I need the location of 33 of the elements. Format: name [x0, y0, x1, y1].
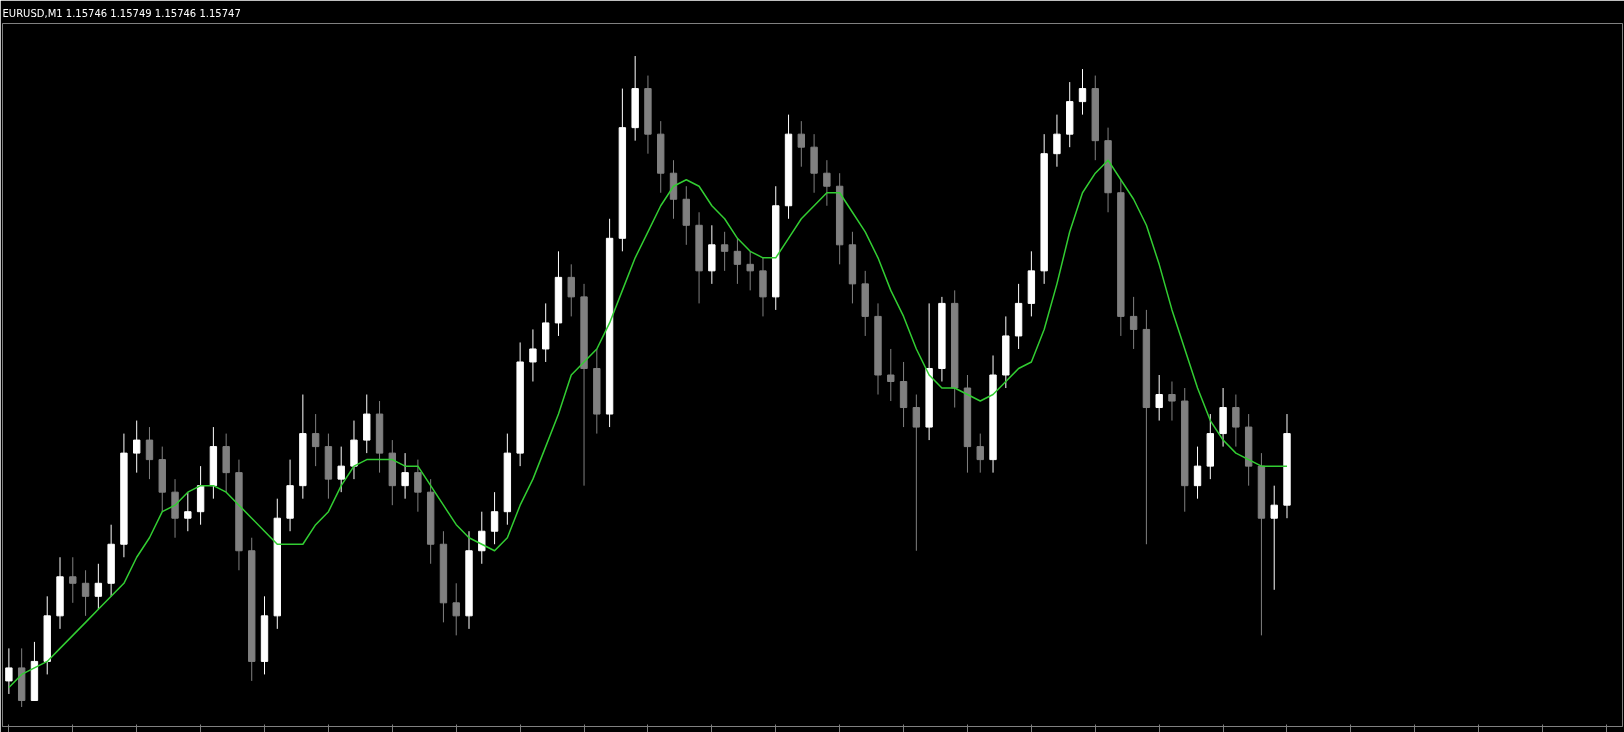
candlestick	[414, 459, 422, 513]
candlestick	[733, 237, 742, 285]
candlestick	[976, 433, 984, 474]
candlestick	[823, 159, 831, 207]
candlestick	[887, 348, 895, 402]
candlestick	[1168, 381, 1176, 422]
candlestick	[567, 263, 575, 317]
candlestick	[133, 420, 141, 474]
candlestick	[5, 647, 13, 695]
candlestick	[81, 569, 90, 617]
candlestick	[1193, 446, 1202, 500]
candlestick	[452, 582, 460, 636]
candlestick	[337, 446, 345, 493]
candlestick	[311, 413, 320, 467]
candlestick	[1270, 485, 1278, 591]
candlestick	[1129, 296, 1138, 350]
candlestick	[478, 511, 486, 565]
candlestick	[145, 426, 154, 480]
candlestick	[720, 231, 729, 272]
candlestick	[490, 491, 499, 545]
candlestick	[1053, 114, 1061, 168]
candlestick	[94, 563, 103, 610]
candlestick	[69, 556, 77, 604]
candlestick	[401, 452, 409, 500]
candlestick	[184, 491, 192, 532]
candlestick	[1155, 374, 1163, 422]
candlestick	[1078, 68, 1087, 116]
candlestick	[912, 394, 921, 552]
candlestick	[529, 328, 537, 383]
candlestick	[797, 120, 806, 168]
candlestick	[746, 250, 754, 291]
chart-title: EURUSD,M1 1.15746 1.15749 1.15746 1.15747	[2, 7, 241, 19]
candlestick	[1232, 394, 1240, 448]
